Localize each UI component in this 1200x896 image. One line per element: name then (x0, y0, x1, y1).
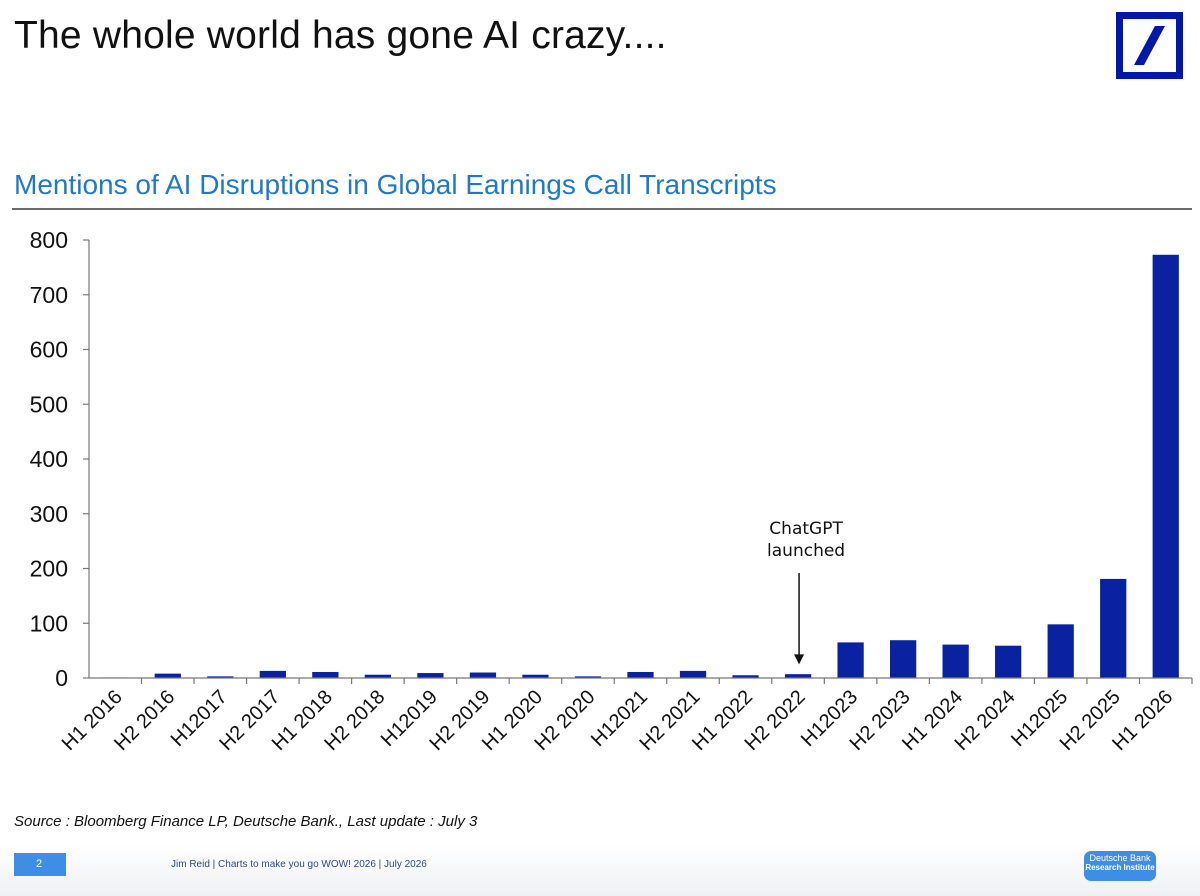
bars (102, 254, 1179, 679)
chart-title: Mentions of AI Disruptions in Global Ear… (14, 169, 777, 200)
footer-author-line: Jim Reid | Charts to make you go WOW! 20… (171, 859, 427, 870)
annotation-arrow-head (794, 654, 805, 665)
bar (259, 670, 286, 678)
bar (679, 670, 707, 678)
source-note: Source : Bloomberg Finance LP, Deutsche … (14, 813, 478, 830)
y-axis: 0 100 200 300 400 500 600 700 800 (30, 227, 90, 691)
y-tick-label: 300 (30, 501, 68, 527)
badge-line-1: Deutsche Bank (1089, 853, 1151, 863)
research-institute-badge: Deutsche Bank Research Institute (1084, 851, 1156, 881)
y-tick-label: 600 (30, 337, 68, 363)
annotation-line-2: launched (767, 541, 845, 561)
bar (312, 671, 339, 678)
bar (364, 674, 392, 678)
y-tick-label: 400 (30, 446, 68, 472)
deutsche-bank-logo (1116, 12, 1183, 79)
bar (1152, 254, 1179, 678)
bar (207, 676, 234, 678)
y-tick-label: 0 (55, 665, 68, 691)
badge-line-2: Research Institute (1085, 863, 1155, 873)
y-tick-label: 500 (30, 391, 68, 417)
y-tick-label: 800 (30, 227, 68, 253)
bar (574, 676, 602, 678)
bar (627, 671, 654, 678)
footer-bar (0, 845, 1200, 896)
bar (417, 673, 444, 678)
bar (1100, 578, 1127, 678)
logo-frame (1116, 12, 1183, 79)
bar (1047, 624, 1074, 678)
bar (469, 672, 497, 678)
bar (732, 675, 759, 678)
bar (889, 640, 917, 678)
bar (837, 642, 864, 678)
logo-slash (1134, 26, 1165, 65)
title-divider (12, 208, 1192, 210)
page-number: 2 (14, 853, 66, 876)
annotation-line-1: ChatGPT (769, 519, 843, 539)
bar (942, 644, 969, 678)
bar (154, 673, 181, 678)
y-tick-label: 100 (30, 610, 68, 636)
bar (784, 674, 812, 678)
bar (995, 645, 1022, 678)
bar (522, 674, 549, 678)
y-tick-label: 200 (30, 556, 68, 582)
y-tick-label: 700 (30, 282, 68, 308)
page-title: The whole world has gone AI crazy.... (14, 14, 667, 57)
